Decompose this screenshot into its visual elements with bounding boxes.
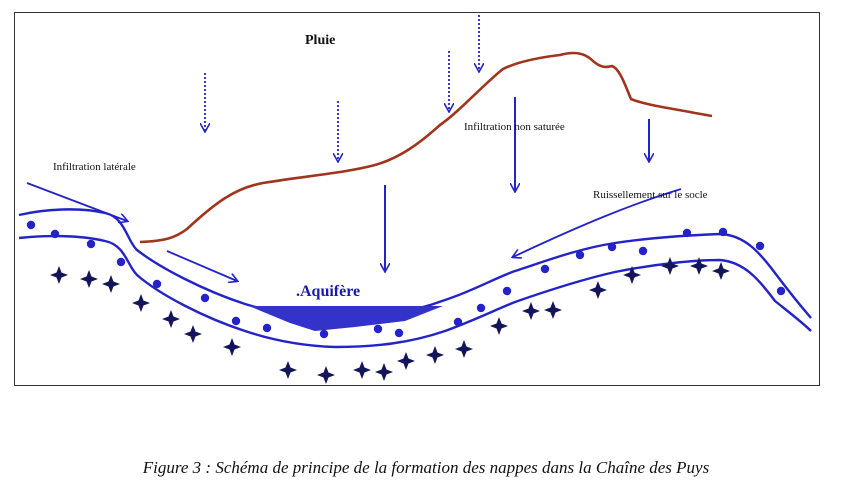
lateral-arrows — [26, 182, 682, 281]
label-aquifere: .Aquifère — [296, 283, 361, 300]
label-infiltration-laterale: Infiltration latérale — [53, 161, 136, 173]
diagram-canvas — [18, 15, 812, 384]
label-pluie: Pluie — [305, 33, 336, 48]
terrain-profile — [139, 51, 713, 244]
water-dots — [26, 220, 786, 339]
label-ruissellement: Ruissellement sur le socle — [593, 189, 708, 201]
rain-arrows — [205, 15, 479, 161]
label-infiltration-non-saturee: Infiltration non saturée — [464, 121, 565, 133]
bedrock-stars — [50, 257, 730, 384]
figure-caption: Figure 3 : Schéma de principe de la form… — [142, 458, 710, 477]
infiltration-arrows — [385, 97, 649, 271]
aquifer-fill — [249, 306, 443, 331]
water-layer-lower — [18, 234, 812, 349]
diagram-figure: Pluie Infiltration latérale Infiltration… — [14, 12, 820, 386]
